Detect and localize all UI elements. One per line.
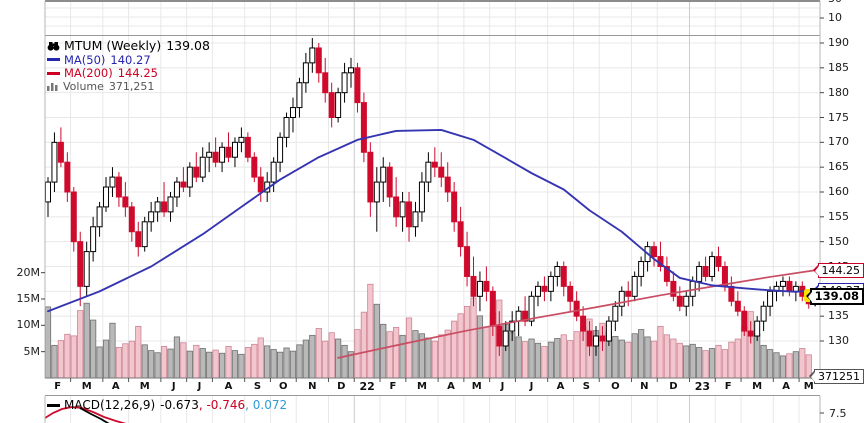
macd-line-swatch — [47, 403, 60, 407]
macd-value-blue: , 0.072 — [245, 398, 288, 412]
macd-value-red: , -0.746 — [198, 398, 246, 412]
ma50-label: MA(50) — [64, 52, 106, 67]
macd-axis-label: 7.5 — [829, 407, 847, 420]
ma200-price-tag: 144.25 — [812, 263, 864, 278]
ma50-line-swatch — [47, 58, 60, 62]
ma200-label: MA(200) — [64, 66, 113, 81]
volume-label: Volume — [63, 80, 104, 94]
macd-legend-row: MACD(12,26,9) -0.673 , -0.746 , 0.072 — [47, 398, 287, 412]
volume-tag-value: 371251 — [818, 370, 860, 383]
volume-value: 371,251 — [108, 80, 155, 94]
macd-label: MACD(12,26,9) — [64, 398, 156, 412]
ma200-legend-row: MA(200) 144.25 — [47, 66, 210, 81]
volume-bars-icon — [47, 83, 58, 92]
macd-value-black: -0.673 — [160, 398, 199, 412]
chart-legend: MTUM (Weekly) 139.08 MA(50) 140.27 MA(20… — [47, 38, 210, 94]
last-price-tag: 139.08 — [805, 288, 864, 305]
symbol-legend-row: MTUM (Weekly) 139.08 — [47, 38, 210, 53]
ma50-value: 140.27 — [110, 52, 151, 67]
symbol-last-price: 139.08 — [166, 38, 210, 53]
ma200-value: 144.25 — [117, 66, 158, 81]
ma200-tag-value: 144.25 — [821, 264, 861, 277]
volume-axis-tag: 371251 — [809, 369, 864, 384]
binoculars-icon — [47, 41, 60, 51]
volume-legend-row: Volume 371,251 — [47, 80, 210, 94]
ma50-legend-row: MA(50) 140.27 — [47, 53, 210, 67]
last-tag-value: 139.08 — [814, 289, 859, 303]
symbol-title: MTUM (Weekly) — [64, 38, 162, 53]
ma200-line-swatch — [47, 71, 60, 75]
